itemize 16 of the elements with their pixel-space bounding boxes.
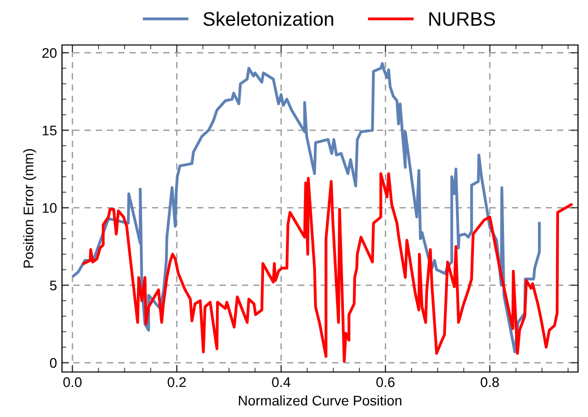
y-tick-label: 5 — [50, 280, 57, 290]
x-tick-label: 0.2 — [168, 377, 186, 388]
x-tick-label: 0.8 — [480, 377, 499, 388]
x-axis-title: Normalized Curve Position — [238, 395, 402, 406]
line-series — [72, 62, 541, 354]
y-tick-label: 15 — [42, 126, 57, 136]
y-tick-label: 0 — [50, 358, 57, 368]
x-tick-label: 0.0 — [63, 377, 82, 388]
legend-label: NURBS — [429, 12, 495, 26]
line-series — [82, 172, 573, 363]
legend-label: Skeletonization — [203, 12, 334, 26]
y-tick-label: 10 — [42, 203, 57, 213]
x-tick-label: 0.6 — [376, 377, 395, 388]
y-tick-label: 20 — [42, 48, 57, 58]
x-tick-label: 0.4 — [272, 377, 290, 388]
y-axis-title: Position Error (mm) — [23, 149, 36, 268]
